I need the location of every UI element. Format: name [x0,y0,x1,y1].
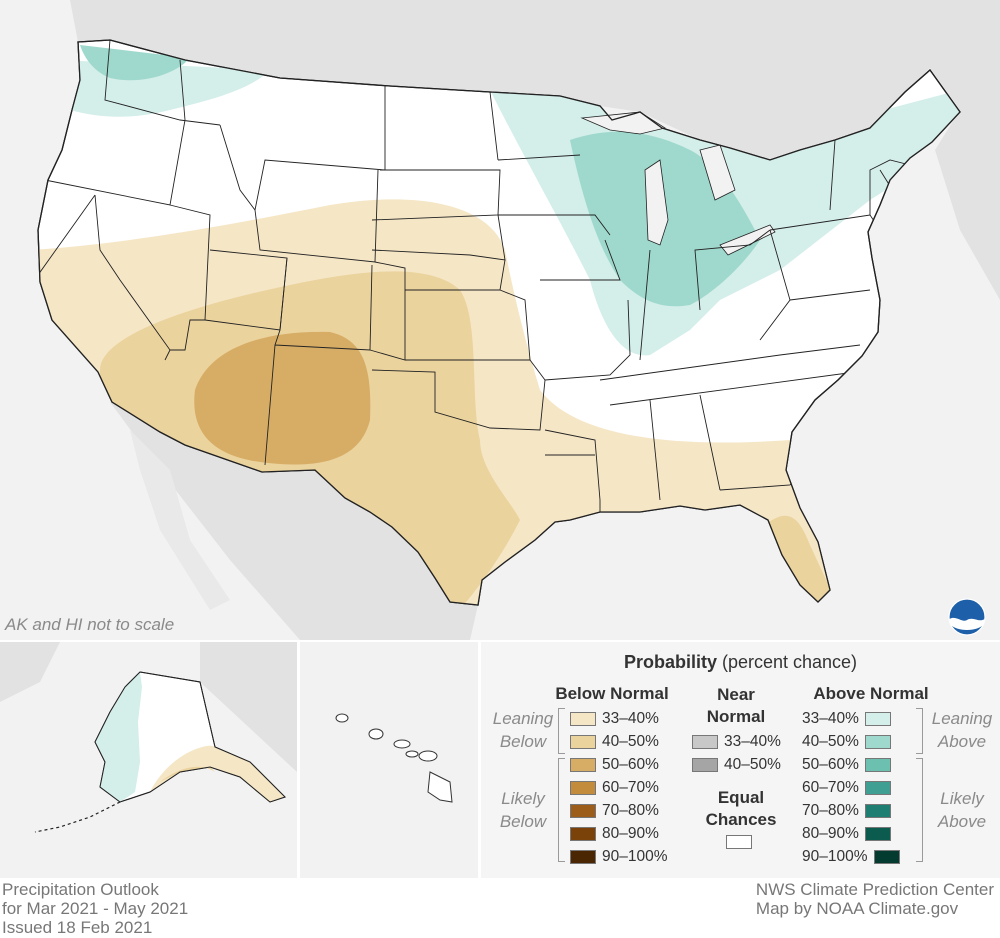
likely-below-label-2: Below [499,812,547,831]
hawaii-map [335,713,453,803]
legend-row: 33–40% [570,708,659,730]
legend-swatch [864,712,891,726]
legend-row: 70–80% [802,800,891,822]
footer-period: for Mar 2021 - May 2021 [2,899,189,918]
legend-row: 90–100% [570,846,668,868]
legend-label: 80–90% [602,825,659,842]
legend-label: 80–90% [802,825,859,842]
legend-row: 80–90% [802,823,891,845]
legend-row: 70–80% [570,800,659,822]
legend-row: 90–100% [802,846,900,868]
likely-above-label-2: Above [937,812,987,831]
footer-source: NWS Climate Prediction Center [755,880,994,899]
legend-title-rest: (percent chance) [716,652,858,672]
alaska-inset [0,642,297,878]
near-normal-heading-1: Near [717,685,755,704]
legend-swatch [570,827,596,841]
leaning-above-label-1: Leaning [931,709,993,728]
legend-label: 40–50% [602,733,659,750]
legend-label: 70–80% [802,802,859,819]
leaning-below-label: Leaning Below [485,707,561,753]
above-normal-heading: Above Normal [813,684,929,703]
legend-label: 33–40% [724,733,781,750]
footer-outlook-info: Precipitation Outlook for Mar 2021 - May… [2,880,188,937]
legend-swatch [873,850,900,864]
legend-swatch [692,758,718,772]
likely-above-label: Likely Above [924,787,1000,833]
near-normal-heading-2: Normal [706,707,766,726]
leaning-above-bracket [916,708,923,754]
leaning-below-bracket [558,708,565,754]
legend-row: 33–40% [692,731,781,753]
scale-note: AK and HI not to scale [5,615,175,634]
legend-label: 60–70% [602,779,659,796]
legend-row: 40–50% [570,731,659,753]
legend-swatch [864,758,891,772]
below-normal-heading: Below Normal [555,684,669,703]
legend-row: 80–90% [570,823,659,845]
legend-swatch [864,735,891,749]
legend: Probability (percent chance) Below Norma… [481,642,1000,878]
legend-label: 33–40% [602,710,659,727]
legend-row: 50–60% [802,754,891,776]
legend-swatch [570,735,596,749]
legend-swatch [692,735,718,749]
legend-swatch [570,712,596,726]
legend-swatch [864,827,891,841]
hawaii-inset [300,642,478,878]
legend-swatch [570,781,596,795]
legend-label: 90–100% [602,848,668,865]
leaning-above-label: Leaning Above [924,707,1000,753]
likely-below-label-1: Likely [501,789,545,808]
equal-chances-heading-2: Chances [705,810,777,829]
legend-swatch [570,758,596,772]
legend-swatch [864,781,891,795]
legend-title-bold: Probability [623,652,717,672]
legend-swatch [570,850,596,864]
leaning-above-label-2: Above [937,732,987,751]
legend-label: 50–60% [602,756,659,773]
legend-swatch [864,804,891,818]
legend-row: 50–60% [570,754,659,776]
equal-chances-heading: Equal Chances [686,787,796,831]
noaa-logo-icon [948,598,986,636]
legend-label: 50–60% [802,756,859,773]
legend-label: 60–70% [802,779,859,796]
footer-map-credit: Map by NOAA Climate.gov [755,899,959,918]
footer-credits: NWS Climate Prediction Center Map by NOA… [756,880,994,918]
likely-above-label-1: Likely [940,789,984,808]
equal-chances-swatch [726,835,752,849]
legend-row: 33–40% [802,708,891,730]
legend-label: 40–50% [724,756,781,773]
footer-issued: Issued 18 Feb 2021 [2,918,153,937]
legend-title: Probability (percent chance) [481,652,1000,673]
footer-title: Precipitation Outlook [2,880,159,899]
leaning-below-label-2: Below [499,732,547,751]
alaska-map [0,642,297,833]
leaning-below-label-1: Leaning [492,709,554,728]
legend-label: 33–40% [802,710,859,727]
likely-below-bracket [558,758,565,862]
legend-row: 40–50% [802,731,891,753]
likely-below-label: Likely Below [485,787,561,833]
legend-label: 40–50% [802,733,859,750]
legend-label: 70–80% [602,802,659,819]
legend-row: 60–70% [802,777,891,799]
legend-row: 60–70% [570,777,659,799]
equal-chances-heading-1: Equal [717,788,765,807]
legend-label: 90–100% [802,848,868,865]
near-normal-heading: Near Normal [686,684,786,728]
likely-above-bracket [916,758,923,862]
conus-map: AK and HI not to scale [0,0,1000,640]
conus-map-svg [0,0,1000,640]
legend-swatch [570,804,596,818]
legend-row: 40–50% [692,754,781,776]
